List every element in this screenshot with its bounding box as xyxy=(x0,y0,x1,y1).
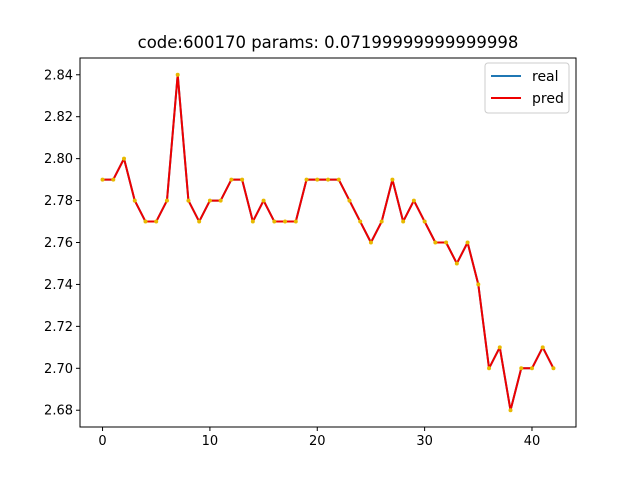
data-point xyxy=(186,198,191,203)
data-point xyxy=(293,219,298,224)
data-point xyxy=(240,177,245,182)
data-point xyxy=(197,219,202,224)
chart-title: code:600170 params: 0.07199999999999998 xyxy=(138,33,519,52)
y-tick-label: 2.70 xyxy=(44,362,73,377)
y-tick-label: 2.84 xyxy=(44,68,73,83)
data-point xyxy=(218,198,223,203)
y-tick-label: 2.74 xyxy=(44,278,73,293)
x-tick-label: 30 xyxy=(416,434,433,449)
data-point xyxy=(465,240,470,245)
axes-frame xyxy=(79,57,577,428)
marker-group xyxy=(100,72,556,413)
data-point xyxy=(154,219,159,224)
legend-label-real: real xyxy=(532,69,559,85)
data-point xyxy=(326,177,330,182)
data-point xyxy=(229,177,234,182)
data-point xyxy=(519,366,524,371)
data-point xyxy=(111,177,116,182)
data-point xyxy=(250,219,255,224)
data-point xyxy=(175,72,180,77)
plot-area xyxy=(80,58,576,427)
data-point xyxy=(283,219,288,224)
data-point xyxy=(540,345,545,350)
legend: real pred xyxy=(484,62,570,114)
data-point xyxy=(100,177,105,182)
data-point xyxy=(497,345,502,350)
legend-label-pred: pred xyxy=(532,91,564,107)
data-point xyxy=(164,198,169,203)
x-tick-label: 40 xyxy=(524,434,541,449)
y-tick-label: 2.72 xyxy=(44,320,73,335)
data-point xyxy=(422,219,427,224)
data-point xyxy=(551,366,556,371)
x-axis: 0 10 20 30 40 xyxy=(98,427,540,449)
x-tick-label: 20 xyxy=(309,434,326,449)
data-point xyxy=(304,177,309,182)
data-point xyxy=(444,240,449,245)
data-point xyxy=(379,219,384,224)
data-point xyxy=(347,198,352,203)
y-tick-label: 2.82 xyxy=(44,110,73,125)
data-point xyxy=(122,156,127,161)
data-point xyxy=(336,177,341,182)
data-point xyxy=(401,219,406,224)
data-point xyxy=(261,198,266,203)
data-point xyxy=(390,177,395,182)
data-point xyxy=(487,366,492,371)
y-tick-label: 2.76 xyxy=(44,236,73,251)
x-tick-label: 10 xyxy=(202,434,219,449)
data-point xyxy=(529,366,534,371)
data-point xyxy=(315,177,320,182)
y-tick-label: 2.80 xyxy=(44,152,73,167)
data-point xyxy=(207,198,212,203)
data-point xyxy=(454,261,459,266)
data-point xyxy=(476,282,481,287)
y-axis: 2.68 2.70 2.72 2.74 2.76 2.78 2.80 2.82 2.84 xyxy=(44,68,80,419)
data-point xyxy=(433,240,438,245)
x-tick-label: 0 xyxy=(98,434,106,449)
data-point xyxy=(272,219,277,224)
data-point xyxy=(358,219,363,224)
data-point xyxy=(143,219,148,224)
data-point xyxy=(368,240,373,245)
y-tick-label: 2.78 xyxy=(44,194,73,209)
data-point xyxy=(411,198,416,203)
data-point xyxy=(508,408,513,413)
data-point xyxy=(132,198,137,203)
y-tick-label: 2.68 xyxy=(44,404,73,419)
